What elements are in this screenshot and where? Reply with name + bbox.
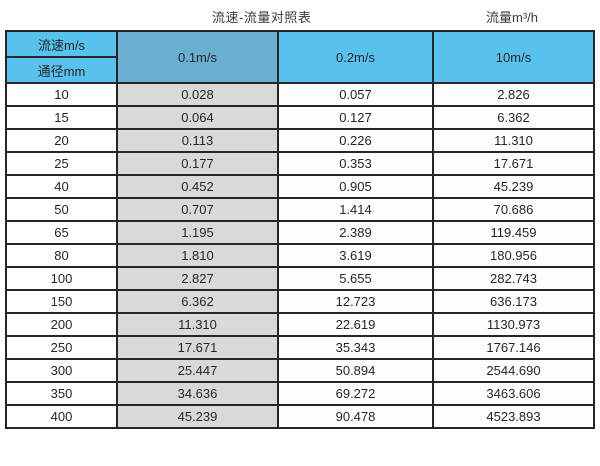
table-row: 40 0.452 0.905 45.239: [5, 174, 595, 199]
cell-flow-value: 6.362: [432, 105, 595, 130]
cell-flow-value: 1130.973: [432, 312, 595, 337]
cell-flow-value: 0.113: [116, 128, 279, 153]
cell-diameter: 40: [5, 174, 118, 199]
table-row: 15 0.064 0.127 6.362: [5, 105, 595, 130]
cell-flow-value: 0.127: [277, 105, 434, 130]
cell-flow-value: 45.239: [432, 174, 595, 199]
cell-flow-value: 22.619: [277, 312, 434, 337]
cell-diameter: 10: [5, 82, 118, 107]
table-row: 25 0.177 0.353 17.671: [5, 151, 595, 176]
cell-flow-value: 17.671: [432, 151, 595, 176]
cell-flow-value: 34.636: [116, 381, 279, 406]
table-row: 80 1.810 3.619 180.956: [5, 243, 595, 268]
cell-flow-value: 636.173: [432, 289, 595, 314]
cell-diameter: 250: [5, 335, 118, 360]
cell-diameter: 300: [5, 358, 118, 383]
header-diameter-label: 通径mm: [5, 56, 118, 84]
cell-diameter: 400: [5, 404, 118, 429]
cell-flow-value: 3463.606: [432, 381, 595, 406]
cell-flow-value: 17.671: [116, 335, 279, 360]
cell-flow-value: 180.956: [432, 243, 595, 268]
cell-diameter: 50: [5, 197, 118, 222]
cell-flow-value: 1.195: [116, 220, 279, 245]
header-row-bottom: 通径mm: [5, 56, 594, 84]
cell-flow-value: 2.827: [116, 266, 279, 291]
table-row: 150 6.362 12.723 636.173: [5, 289, 595, 314]
table-body: 10 0.028 0.057 2.826 15 0.064 0.127 6.362 20 0.11…: [5, 82, 595, 429]
cell-diameter: 65: [5, 220, 118, 245]
cell-flow-value: 3.619: [277, 243, 434, 268]
table-row: 250 17.671 35.343 1767.146: [5, 335, 595, 360]
cell-flow-value: 11.310: [432, 128, 595, 153]
flow-rate-table: 流速m/s 0.1m/s 0.2m/s 10m/s 通径mm 10 0.028 0.…: [5, 30, 595, 429]
cell-flow-value: 45.239: [116, 404, 279, 429]
cell-diameter: 25: [5, 151, 118, 176]
cell-diameter: 15: [5, 105, 118, 130]
cell-flow-value: 6.362: [116, 289, 279, 314]
cell-flow-value: 4523.893: [432, 404, 595, 429]
cell-diameter: 80: [5, 243, 118, 268]
table-row: 20 0.113 0.226 11.310: [5, 128, 595, 153]
cell-flow-value: 0.226: [277, 128, 434, 153]
cell-flow-value: 1767.146: [432, 335, 595, 360]
cell-diameter: 200: [5, 312, 118, 337]
cell-flow-value: 2.389: [277, 220, 434, 245]
header-velocity-label: 流速m/s: [5, 30, 118, 58]
table-row: 50 0.707 1.414 70.686: [5, 197, 595, 222]
cell-flow-value: 70.686: [432, 197, 595, 222]
cell-flow-value: 0.064: [116, 105, 279, 130]
table-row: 350 34.636 69.272 3463.606: [5, 381, 595, 406]
header-column-0-2ms: 0.2m/s: [277, 30, 434, 84]
table-row: 300 25.447 50.894 2544.690: [5, 358, 595, 383]
cell-flow-value: 25.447: [116, 358, 279, 383]
cell-diameter: 150: [5, 289, 118, 314]
cell-flow-value: 0.177: [116, 151, 279, 176]
cell-flow-value: 0.905: [277, 174, 434, 199]
cell-flow-value: 0.057: [277, 82, 434, 107]
cell-flow-value: 35.343: [277, 335, 434, 360]
cell-flow-value: 0.452: [116, 174, 279, 199]
cell-flow-value: 2544.690: [432, 358, 595, 383]
cell-flow-value: 0.353: [277, 151, 434, 176]
top-header: 流速-流量对照表 流量m³/h: [0, 0, 600, 30]
cell-diameter: 350: [5, 381, 118, 406]
cell-flow-value: 0.707: [116, 197, 279, 222]
table-header: 流速m/s 0.1m/s 0.2m/s 10m/s 通径mm: [5, 30, 595, 84]
cell-flow-value: 90.478: [277, 404, 434, 429]
cell-diameter: 100: [5, 266, 118, 291]
cell-flow-value: 50.894: [277, 358, 434, 383]
cell-diameter: 20: [5, 128, 118, 153]
table-row: 100 2.827 5.655 282.743: [5, 266, 595, 291]
cell-flow-value: 5.655: [277, 266, 434, 291]
cell-flow-value: 69.272: [277, 381, 434, 406]
page-title: 流速-流量对照表: [212, 10, 312, 25]
cell-flow-value: 1.810: [116, 243, 279, 268]
table-row: 65 1.195 2.389 119.459: [5, 220, 595, 245]
table-row: 10 0.028 0.057 2.826: [5, 82, 595, 107]
cell-flow-value: 11.310: [116, 312, 279, 337]
cell-flow-value: 119.459: [432, 220, 595, 245]
cell-flow-value: 1.414: [277, 197, 434, 222]
header-column-0-1ms: 0.1m/s: [116, 30, 279, 84]
cell-flow-value: 282.743: [432, 266, 595, 291]
header-row-top: 流速m/s 0.1m/s 0.2m/s 10m/s: [5, 30, 595, 84]
cell-flow-value: 12.723: [277, 289, 434, 314]
header-column-10ms: 10m/s: [432, 30, 595, 84]
table-row: 400 45.239 90.478 4523.893: [5, 404, 595, 429]
table-row: 200 11.310 22.619 1130.973: [5, 312, 595, 337]
flow-unit-label: 流量m³/h: [486, 10, 539, 25]
cell-flow-value: 2.826: [432, 82, 595, 107]
cell-flow-value: 0.028: [116, 82, 279, 107]
